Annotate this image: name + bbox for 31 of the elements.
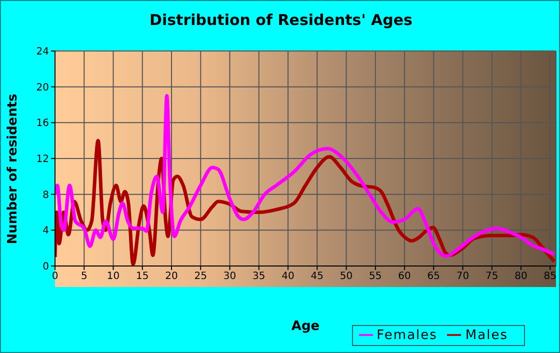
line-series	[55, 94, 556, 258]
y-tick-label: 20	[36, 82, 49, 94]
x-tick-label: 10	[106, 271, 120, 282]
chart-title: Distribution of Residents' Ages	[148, 11, 414, 29]
y-tick-label: 8	[42, 190, 49, 201]
y-tick-label: 12	[36, 154, 49, 166]
x-tick-label: 65	[427, 271, 440, 282]
legend-label: Females	[376, 328, 438, 343]
x-tick-label: 85	[544, 271, 557, 282]
x-tick-label: 30	[223, 271, 236, 282]
x-tick-label: 70	[456, 271, 470, 282]
x-tick-label: 15	[136, 271, 149, 282]
x-tick-label: 0	[52, 271, 58, 282]
x-tick-label: 5	[80, 271, 88, 282]
x-tick-label: 20	[165, 271, 178, 282]
x-tick-label: 50	[340, 271, 353, 282]
y-tick-label: 0	[42, 262, 49, 273]
legend-label: Males	[465, 328, 508, 343]
y-axis-title: Number of residents	[6, 94, 20, 244]
x-tick-label: 55	[369, 271, 382, 282]
x-tick-label: 75	[486, 271, 498, 282]
y-tick-label: 24	[36, 46, 49, 58]
x-tick-label: 40	[282, 271, 294, 282]
x-tick-label: 35	[252, 271, 266, 282]
x-tick-label: 45	[310, 271, 324, 282]
x-axis-title: Age	[291, 319, 320, 334]
y-tick-label: 16	[36, 118, 49, 130]
y-tick-label: 4	[42, 226, 49, 237]
x-tick-label: 60	[398, 271, 411, 282]
x-tick-label: 80	[514, 271, 528, 282]
x-tick-label: 25	[194, 271, 208, 282]
